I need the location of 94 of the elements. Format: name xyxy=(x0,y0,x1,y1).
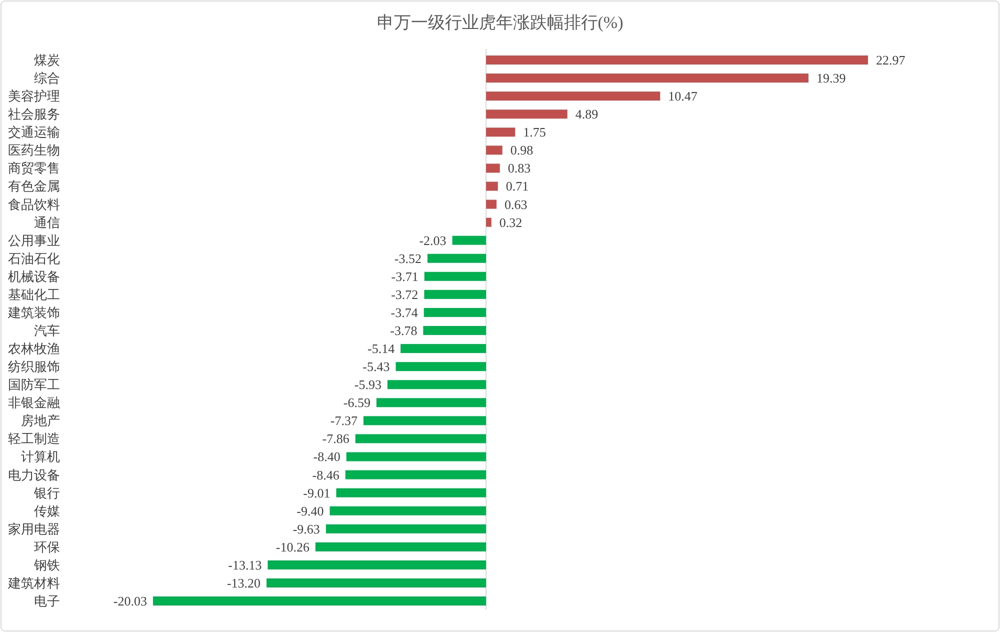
bar xyxy=(486,200,497,209)
data-label: -2.03 xyxy=(419,232,446,248)
data-label: 10.47 xyxy=(668,88,698,104)
bar xyxy=(423,326,486,335)
y-tick-label: 有色金属 xyxy=(8,178,60,194)
y-tick-label: 电力设备 xyxy=(8,467,60,482)
bar xyxy=(268,560,486,570)
y-tick-label: 环保 xyxy=(34,539,60,554)
bar xyxy=(486,92,660,101)
y-tick-label: 汽车 xyxy=(34,323,60,338)
data-label: -5.14 xyxy=(367,341,396,356)
y-tick-label: 商贸零售 xyxy=(8,160,60,176)
y-tick-label: 基础化工 xyxy=(8,286,60,302)
y-tick-label: 非银金融 xyxy=(8,395,60,410)
y-tick-label: 美容护理 xyxy=(8,88,60,104)
bar xyxy=(486,56,868,65)
data-label: 0.32 xyxy=(499,214,522,230)
data-label: 0.63 xyxy=(504,196,528,212)
bar xyxy=(486,218,492,227)
data-label: 1.75 xyxy=(523,124,546,140)
bar xyxy=(486,110,568,119)
data-label: -9.01 xyxy=(303,485,330,500)
bar xyxy=(424,290,486,299)
data-label: -7.37 xyxy=(330,413,358,428)
bar xyxy=(336,488,486,498)
bar xyxy=(364,416,486,426)
y-tick-label: 煤炭 xyxy=(34,52,60,68)
y-tick-label: 建筑装饰 xyxy=(7,304,60,320)
data-label: 4.89 xyxy=(575,106,598,122)
data-label: 0.71 xyxy=(506,178,529,194)
data-label: 0.98 xyxy=(510,142,534,158)
bar xyxy=(326,524,486,534)
y-tick-label: 轻工制造 xyxy=(8,431,60,446)
y-tick-label: 医药生物 xyxy=(8,142,60,158)
y-tick-label: 计算机 xyxy=(21,449,60,464)
data-label: -13.13 xyxy=(228,557,262,572)
data-label: -9.63 xyxy=(292,521,320,536)
bar xyxy=(346,452,486,462)
y-tick-label: 传媒 xyxy=(34,503,60,518)
y-tick-label: 公用事业 xyxy=(8,232,60,248)
y-tick-label: 建筑材料 xyxy=(7,575,60,590)
y-tick-label: 通信 xyxy=(34,214,60,230)
y-tick-label: 电子 xyxy=(34,593,60,608)
bar xyxy=(355,434,486,444)
data-label: 0.83 xyxy=(508,160,531,176)
bar xyxy=(396,362,486,372)
data-label: -6.59 xyxy=(343,395,370,410)
data-label: -3.52 xyxy=(394,250,422,266)
chart-title: 申万一级行业虎年涨跌幅排行(%) xyxy=(376,13,624,32)
bar xyxy=(452,236,486,245)
bar xyxy=(330,506,486,516)
data-label: 22.97 xyxy=(876,52,906,68)
data-label: -5.43 xyxy=(362,359,390,374)
bar xyxy=(345,470,486,480)
bar xyxy=(387,380,486,390)
y-tick-label: 综合 xyxy=(34,70,60,86)
data-label: -7.86 xyxy=(322,431,350,446)
data-label: -20.03 xyxy=(113,593,147,608)
bar xyxy=(376,398,486,408)
bar xyxy=(153,596,486,606)
bar xyxy=(486,146,502,155)
y-tick-label: 石油石化 xyxy=(8,250,60,266)
data-label: -3.78 xyxy=(390,323,418,338)
data-label: -3.71 xyxy=(391,268,418,284)
bar xyxy=(424,308,486,317)
y-tick-label: 纺织服饰 xyxy=(8,359,60,374)
y-tick-label: 国防军工 xyxy=(8,377,60,392)
data-label: 19.39 xyxy=(816,70,846,86)
y-tick-label: 农林牧渔 xyxy=(8,341,60,356)
y-tick-label: 食品饮料 xyxy=(8,196,60,212)
y-tick-label: 房地产 xyxy=(21,413,60,428)
data-label: -8.40 xyxy=(313,449,340,464)
y-tick-label: 社会服务 xyxy=(8,106,60,122)
data-label: -10.26 xyxy=(276,539,310,554)
y-tick-label: 家用电器 xyxy=(8,521,60,536)
bar xyxy=(400,344,486,354)
data-label: -9.40 xyxy=(296,503,324,518)
bar xyxy=(486,164,500,173)
y-tick-label: 银行 xyxy=(33,485,60,500)
bar xyxy=(486,128,516,137)
y-tick-label: 交通运输 xyxy=(8,124,60,140)
bar xyxy=(486,74,808,83)
data-label: -8.46 xyxy=(312,467,340,482)
bar xyxy=(424,272,486,281)
bar xyxy=(315,542,486,552)
bar xyxy=(486,182,498,191)
y-tick-label: 机械设备 xyxy=(8,268,60,284)
bar xyxy=(428,254,486,263)
y-tick-label: 钢铁 xyxy=(33,557,60,572)
data-label: -13.20 xyxy=(226,575,261,590)
data-label: -3.72 xyxy=(391,286,418,302)
data-label: -3.74 xyxy=(390,304,418,320)
data-label: -5.93 xyxy=(354,377,382,392)
bar xyxy=(266,578,486,588)
